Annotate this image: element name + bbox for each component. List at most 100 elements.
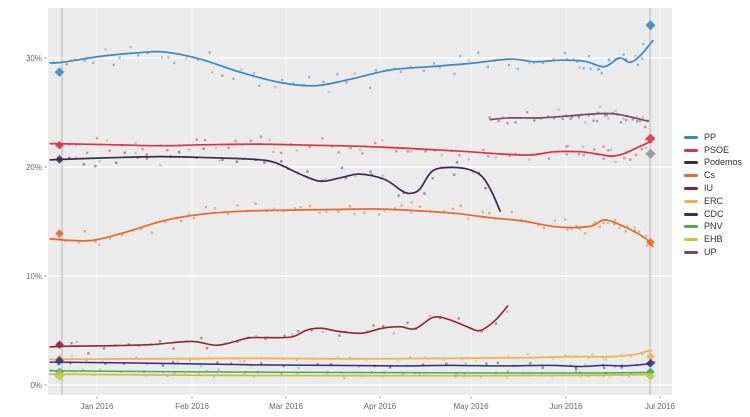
poll-point-PSOE — [234, 139, 237, 143]
poll-point-PP — [232, 77, 235, 81]
poll-point-CDC — [104, 362, 107, 365]
poll-point-Podemos — [235, 160, 239, 163]
poll-point-PSOE — [614, 160, 617, 164]
legend-item-PNV[interactable]: PNV — [684, 221, 742, 234]
poll-point-Cs — [591, 222, 595, 226]
poll-point-UP — [539, 117, 543, 121]
poll-point-PP — [527, 61, 531, 65]
legend-item-Cs[interactable]: Cs — [684, 169, 742, 182]
poll-point-Podemos — [354, 175, 357, 178]
legend-swatch-PSOE — [684, 148, 698, 152]
poll-point-PSOE — [395, 149, 398, 153]
poll-point-ERC — [601, 357, 605, 360]
poll-point-PSOE — [166, 149, 169, 152]
poll-point-UP — [605, 113, 609, 117]
poll-point-UP — [514, 121, 517, 124]
poll-point-UP — [643, 125, 647, 129]
poll-point-PSOE — [195, 138, 198, 141]
poll-point-Cs — [606, 221, 610, 225]
poll-point-PP — [552, 57, 555, 61]
poll-point-CDC — [421, 363, 425, 366]
legend-item-PP[interactable]: PP — [684, 131, 742, 144]
legend-item-UP[interactable]: UP — [684, 246, 742, 259]
election-result-jun-Cs — [646, 237, 655, 247]
poll-point-PP — [438, 66, 441, 70]
poll-point-Cs — [418, 205, 422, 208]
poll-point-PSOE — [565, 145, 568, 148]
poll-point-Cs — [537, 223, 540, 227]
poll-point-Cs — [180, 219, 183, 223]
legend-swatch-Cs — [684, 174, 698, 178]
poll-point-PP — [327, 90, 331, 94]
poll-point-UP — [631, 118, 634, 121]
election-result-jun-EHB — [646, 371, 655, 381]
trend-line-Cs — [49, 208, 654, 248]
poll-point-IU — [291, 333, 294, 336]
poll-point-PSOE — [108, 149, 111, 152]
poll-point-PNV — [217, 368, 220, 371]
poll-point-PSOE — [381, 139, 384, 142]
poll-point-Cs — [377, 213, 381, 216]
poll-point-PSOE — [279, 151, 283, 155]
poll-point-EHB — [627, 375, 630, 378]
poll-point-PNV — [574, 370, 578, 374]
poll-point-PSOE — [105, 139, 108, 142]
poll-point-PSOE — [528, 158, 531, 161]
poll-point-Podemos — [471, 171, 475, 174]
poll-point-PSOE — [295, 149, 299, 152]
poll-point-Cs — [77, 241, 81, 245]
legend-item-PSOE[interactable]: PSOE — [684, 144, 742, 157]
legend-item-Podemos[interactable]: Podemos — [684, 157, 742, 170]
poll-point-PSOE — [440, 153, 443, 157]
poll-point-Cs — [64, 239, 67, 243]
poll-point-Podemos — [397, 194, 400, 197]
poll-point-PSOE — [424, 149, 427, 153]
poll-point-UP — [598, 105, 602, 109]
legend-swatch-EHB — [684, 238, 698, 242]
election-result-jun-PSOE — [645, 133, 656, 144]
poll-point-PSOE — [566, 144, 570, 148]
poll-point-UP — [592, 119, 595, 122]
x-tick-label: Mar 2016 — [269, 402, 303, 411]
poll-point-PSOE — [227, 146, 230, 149]
poll-point-Podemos — [455, 161, 459, 164]
poll-point-Podemos — [98, 160, 101, 163]
poll-point-Cs — [633, 226, 637, 229]
poll-point-ERC — [564, 354, 567, 357]
poll-point-PSOE — [406, 150, 410, 153]
poll-point-PNV — [612, 372, 615, 376]
x-tick-label: Jul 2016 — [645, 402, 676, 411]
legend-swatch-CDC — [684, 212, 698, 216]
poll-point-PNV — [99, 368, 102, 371]
poll-point-CDC — [602, 366, 606, 370]
legend-item-EHB[interactable]: EHB — [684, 233, 742, 246]
y-tick-label: 10% — [26, 272, 42, 281]
trend-line-EHB — [49, 373, 651, 377]
poll-point-Cs — [466, 217, 470, 220]
trend-line-PSOE — [49, 141, 651, 157]
poll-point-IU — [381, 324, 385, 328]
legend-item-IU[interactable]: IU — [684, 182, 742, 195]
poll-point-IU — [506, 310, 509, 313]
poll-point-PP — [118, 56, 121, 59]
poll-point-ERC — [239, 360, 242, 363]
poll-point-PP — [353, 72, 356, 75]
poll-point-Cs — [362, 211, 366, 214]
poll-point-PP — [608, 59, 611, 62]
poll-point-UP — [561, 117, 564, 121]
poll-point-CDC — [464, 362, 467, 365]
poll-point-CDC — [329, 363, 333, 366]
poll-point-PSOE — [547, 157, 551, 160]
trend-line-Podemos — [49, 155, 501, 212]
poll-point-UP — [614, 109, 617, 113]
poll-point-Cs — [578, 227, 582, 231]
poll-point-IU — [75, 340, 79, 344]
legend-label: Cs — [704, 170, 715, 181]
poll-point-Cs — [442, 209, 446, 212]
legend-item-ERC[interactable]: ERC — [684, 195, 742, 208]
election-result-jun-ERC — [646, 352, 655, 361]
poll-point-PNV — [454, 373, 458, 376]
legend-item-CDC[interactable]: CDC — [684, 208, 742, 221]
